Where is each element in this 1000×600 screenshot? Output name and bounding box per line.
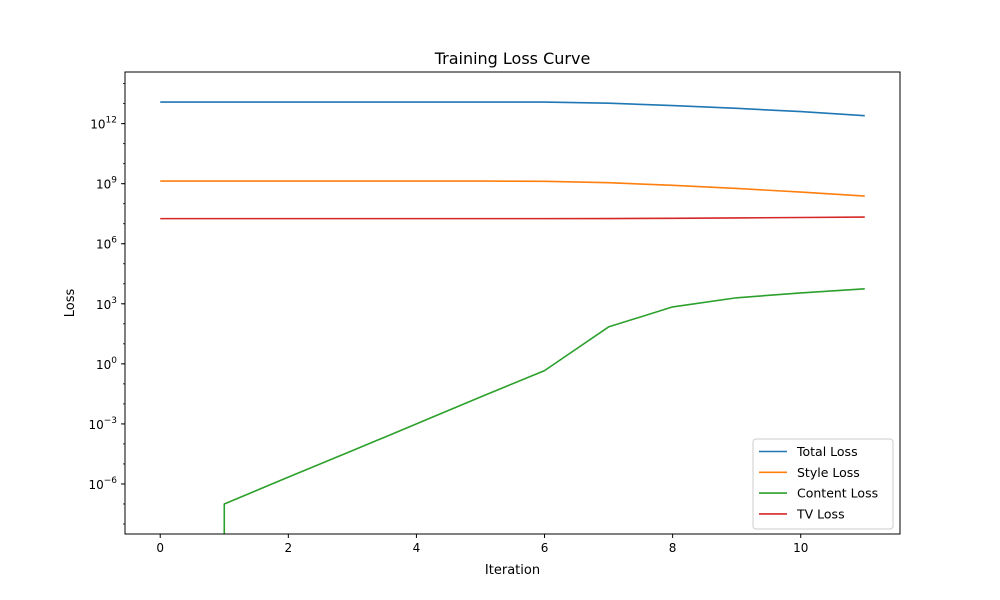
x-tick-label: 6 — [541, 541, 549, 555]
x-tick-label: 8 — [669, 541, 677, 555]
x-axis-label: Iteration — [485, 563, 540, 578]
x-tick-label: 4 — [413, 541, 421, 555]
style-loss-line — [160, 180, 865, 197]
y-tick-label: 100 — [96, 356, 117, 372]
y-tick-label: 10−3 — [88, 416, 117, 432]
content-loss-line — [223, 288, 865, 534]
legend-label-total-loss: Total Loss — [796, 444, 858, 459]
legend-label-tv-loss: TV Loss — [796, 506, 845, 521]
y-tick-label: 103 — [96, 296, 117, 312]
plot-frame — [124, 71, 901, 535]
legend: Total Loss Style Loss Content Loss TV Loss — [752, 438, 894, 530]
y-tick-label: 109 — [96, 176, 117, 192]
y-tick-label: 10−6 — [88, 476, 117, 492]
y-axis-label: Loss — [63, 289, 78, 318]
legend-label-content-loss: Content Loss — [797, 486, 878, 501]
legend-box — [752, 438, 894, 530]
total-loss-line — [160, 101, 865, 117]
legend-label-style-loss: Style Loss — [797, 465, 860, 480]
x-tick-label: 10 — [793, 541, 808, 555]
chart-title: Training Loss Curve — [434, 49, 591, 68]
y-axis: 1012 109 106 103 100 10−3 10−6 — [88, 83, 125, 525]
x-tick-label: 2 — [285, 541, 293, 555]
x-axis: 0 2 4 6 8 10 — [156, 534, 808, 555]
x-tick-label: 0 — [156, 541, 164, 555]
series-layer — [160, 101, 865, 534]
y-tick-label: 106 — [96, 236, 117, 252]
tv-loss-line — [160, 216, 865, 220]
y-tick-label: 1012 — [90, 116, 117, 132]
